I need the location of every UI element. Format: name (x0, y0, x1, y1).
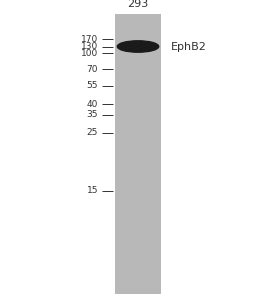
Text: 100: 100 (81, 49, 98, 58)
Text: 35: 35 (86, 110, 98, 119)
Text: 293: 293 (128, 0, 148, 9)
Text: 15: 15 (86, 186, 98, 195)
Text: 25: 25 (87, 128, 98, 137)
Text: EphB2: EphB2 (171, 41, 207, 52)
Ellipse shape (117, 41, 159, 52)
Text: 55: 55 (86, 81, 98, 90)
Text: 40: 40 (87, 100, 98, 109)
Text: 170: 170 (81, 34, 98, 43)
Text: 70: 70 (86, 64, 98, 74)
Text: 130: 130 (81, 42, 98, 51)
Bar (115, 14, 161, 294)
